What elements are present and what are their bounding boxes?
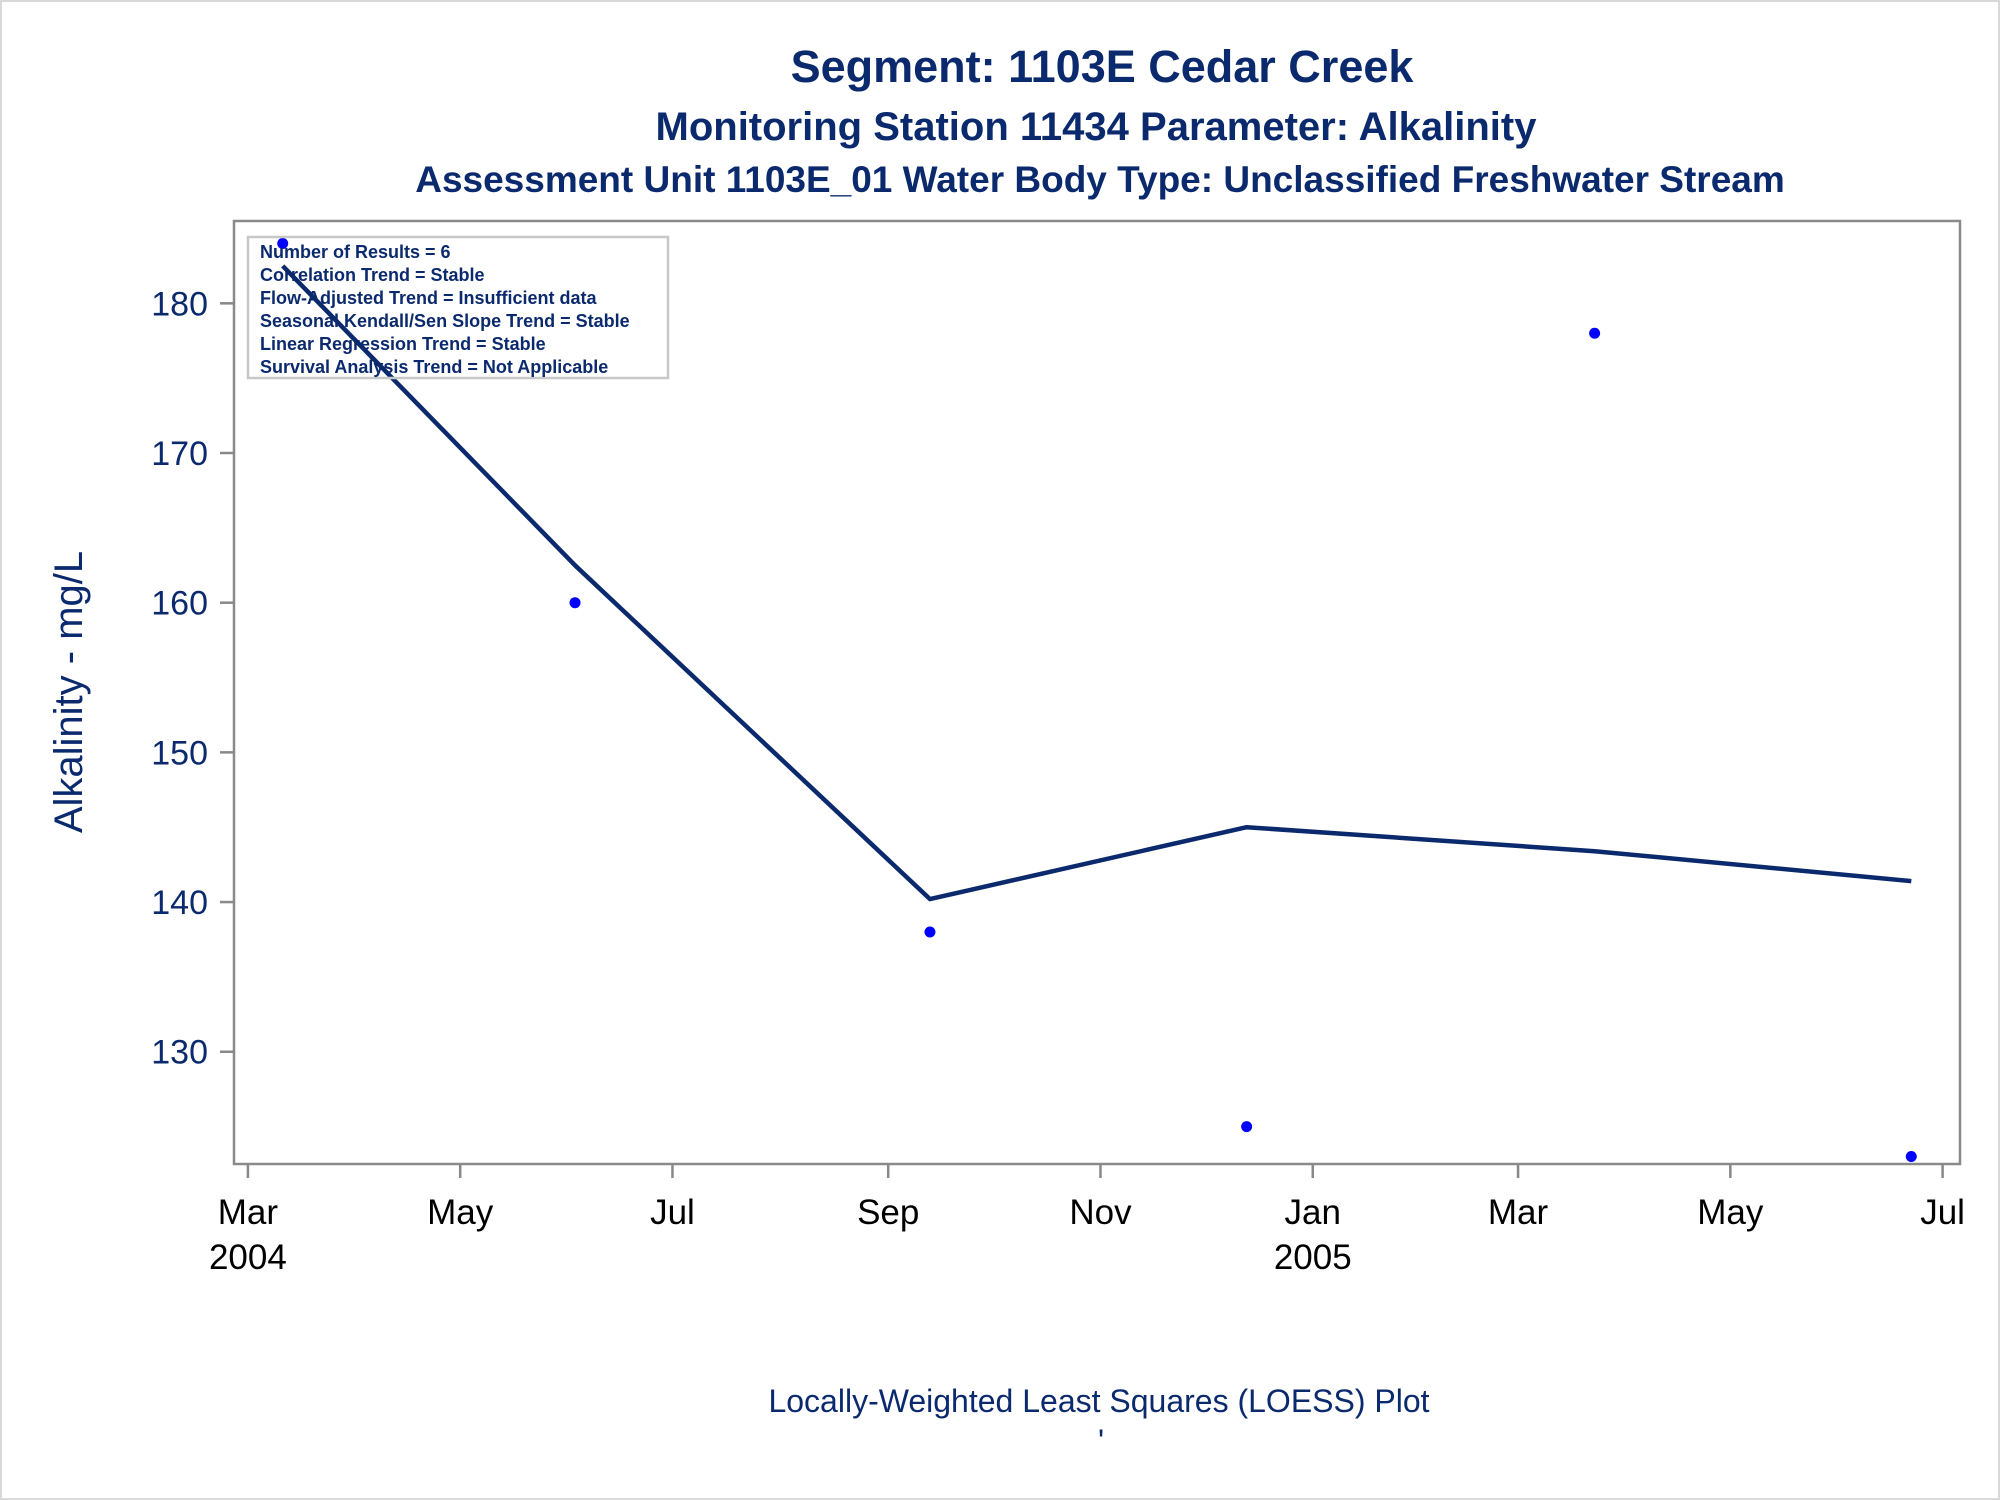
loess-line-layer: [281, 264, 1912, 902]
stat-number-of-results: Number of Results = 6: [260, 242, 451, 262]
x-tick-label: Mar: [218, 1193, 279, 1232]
stat-seasonal-kendall-trend: Seasonal Kendall/Sen Slope Trend = Stabl…: [260, 311, 630, 331]
data-point: [277, 237, 289, 249]
x-tick-label: Sep: [857, 1193, 919, 1232]
chart-footnote-mark: ': [1098, 1423, 1104, 1459]
y-tick-label: 140: [151, 884, 208, 922]
x-tick-label: Jul: [650, 1193, 695, 1232]
x-tick-year-label: 2005: [1274, 1238, 1352, 1277]
x-tick-label: May: [427, 1193, 494, 1232]
y-tick-label: 130: [151, 1034, 208, 1072]
x-tick-label: May: [1697, 1193, 1764, 1232]
y-axis: 130 140 150 160 170 180: [151, 285, 234, 1072]
x-tick-label: Mar: [1488, 1193, 1549, 1232]
stat-linear-regression-trend: Linear Regression Trend = Stable: [260, 334, 546, 354]
stat-flow-adjusted-trend: Flow-Adjusted Trend = Insufficient data: [260, 288, 598, 308]
chart-title: Segment: 1103E Cedar Creek: [791, 41, 1415, 92]
chart-subtitle-2: Assessment Unit 1103E_01 Water Body Type…: [415, 159, 1785, 200]
data-point: [1905, 1151, 1917, 1163]
stat-survival-analysis-trend: Survival Analysis Trend = Not Applicable: [260, 357, 608, 377]
data-point: [569, 597, 581, 609]
chart-footnote: Locally-Weighted Least Squares (LOESS) P…: [768, 1383, 1429, 1419]
data-point: [1589, 327, 1601, 339]
data-point: [924, 926, 936, 938]
y-tick-label: 170: [151, 435, 208, 473]
stats-box: Number of Results = 6 Correlation Trend …: [246, 235, 670, 380]
data-points-layer: [277, 237, 1917, 1163]
x-tick-label: Nov: [1069, 1193, 1132, 1232]
x-axis: Mar 2004 May Jul Sep Nov Jan 2005 Mar May Jul: [209, 1164, 1965, 1277]
y-tick-label: 160: [151, 585, 208, 623]
y-axis-title: Alkalinity - mg/L: [47, 551, 91, 833]
stats-box-frame: [246, 235, 670, 380]
y-tick-label: 180: [151, 285, 208, 323]
stat-correlation-trend: Correlation Trend = Stable: [260, 265, 485, 285]
y-tick-label: 150: [151, 734, 208, 772]
x-tick-label: Jan: [1285, 1193, 1341, 1232]
data-point: [1241, 1121, 1253, 1133]
chart-subtitle: Monitoring Station 11434 Parameter: Alka…: [656, 105, 1538, 149]
x-tick-year-label: 2004: [209, 1238, 287, 1277]
plot-area-frame: [232, 219, 1962, 1166]
x-tick-label: Jul: [1920, 1193, 1965, 1232]
loess-line: [281, 264, 1912, 902]
